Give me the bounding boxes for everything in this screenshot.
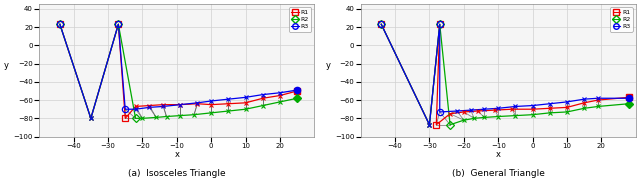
Y-axis label: y: y (326, 61, 330, 70)
Legend: R1, R2, R3: R1, R2, R3 (289, 7, 311, 32)
Legend: R1, R2, R3: R1, R2, R3 (610, 7, 633, 32)
Y-axis label: y: y (4, 61, 9, 70)
X-axis label: x: x (174, 150, 179, 159)
X-axis label: x: x (496, 150, 500, 159)
Title: (b)  General Triangle: (b) General Triangle (452, 169, 545, 178)
Title: (a)  Isosceles Triangle: (a) Isosceles Triangle (128, 169, 226, 178)
